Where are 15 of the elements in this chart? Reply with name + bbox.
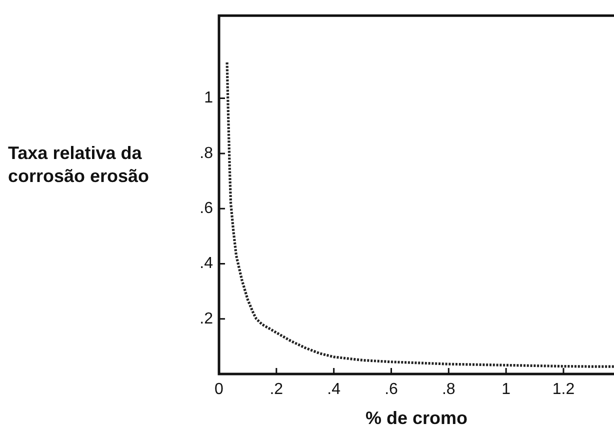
x-tick-label: .2 (270, 381, 284, 398)
x-tick-label: .8 (442, 381, 456, 398)
y-axis-title: Taxa relativa da corrosão erosão (8, 142, 150, 188)
x-tick-label: .6 (384, 381, 398, 398)
y-tick-label: .6 (200, 200, 214, 217)
x-tick-label: 0 (214, 381, 224, 398)
line-series (226, 61, 614, 368)
y-tick-label: 1 (204, 90, 214, 107)
x-axis-title: % de cromo (365, 408, 468, 428)
y-tick-label: .8 (200, 144, 214, 162)
y-tick-label: .2 (200, 310, 214, 328)
x-tick-label: 1 (502, 381, 511, 398)
x-tick-label: .4 (327, 381, 341, 398)
x-tick-label: 1.2 (552, 381, 575, 398)
y-tick-label: .4 (200, 255, 214, 272)
